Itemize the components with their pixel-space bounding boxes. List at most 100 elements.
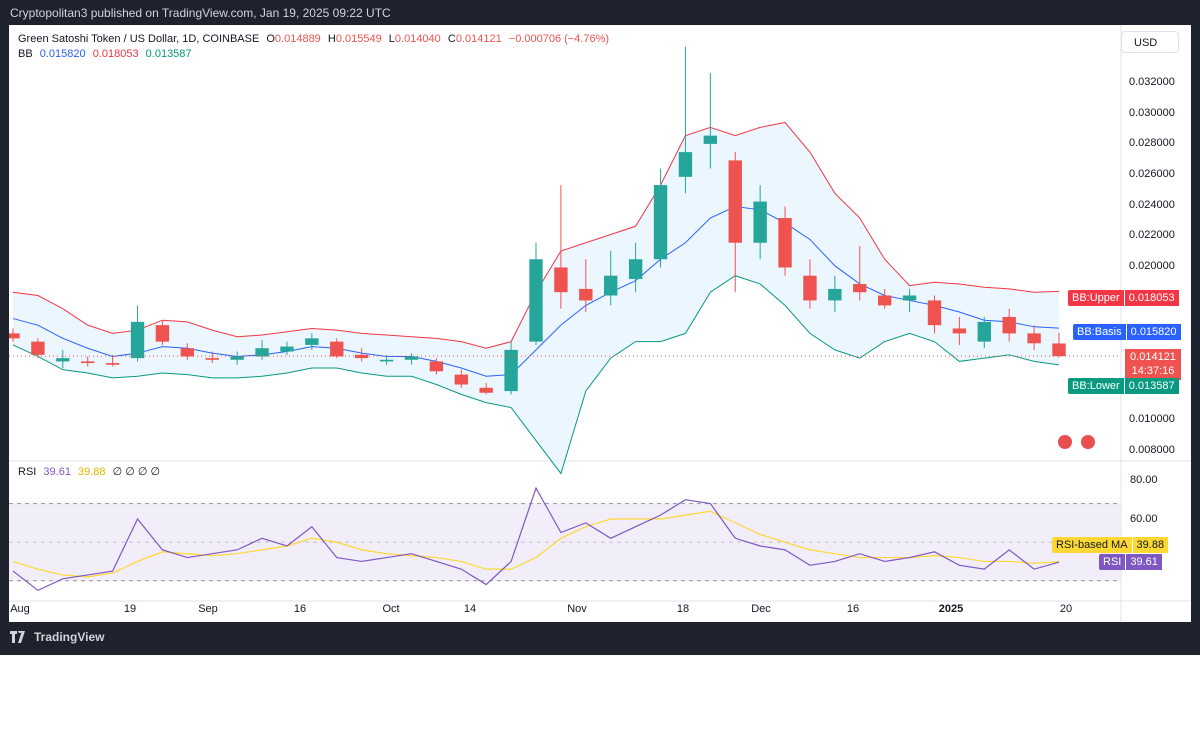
candle-body xyxy=(778,218,792,268)
candle-body xyxy=(504,349,518,392)
bar-countdown: 14:37:16 xyxy=(1131,365,1175,377)
tradingview-brand[interactable]: TradingView xyxy=(10,630,104,644)
rsi-pane xyxy=(9,486,1121,592)
candle-body xyxy=(1052,343,1066,357)
rsi-ma-line xyxy=(12,510,1060,578)
time-tick: Oct xyxy=(382,603,400,615)
rsi-legend[interactable]: RSI 39.61 39.88 ∅ ∅ ∅ ∅ xyxy=(18,465,160,478)
bb-basis-tag-label: BB:Basis xyxy=(1073,324,1126,340)
candle-body xyxy=(678,152,693,177)
rsi-label: RSI xyxy=(18,466,37,478)
rsi-band-fill xyxy=(9,503,1121,581)
bb-lower-tag: BB:Lower 0.013587 xyxy=(1068,378,1179,394)
chart-panel[interactable] xyxy=(9,25,1191,622)
close-label: C xyxy=(447,33,456,45)
candle-body xyxy=(604,275,618,296)
rsi-ma-tag: RSI-based MA 39.88 xyxy=(1052,537,1169,553)
candle-body xyxy=(130,321,145,359)
candle-body xyxy=(280,346,294,352)
candle-body xyxy=(379,359,394,362)
last-price-tag: 0.014121 14:37:16 xyxy=(1125,349,1181,380)
candle-body xyxy=(479,387,493,393)
currency-button[interactable]: USD xyxy=(1121,31,1179,53)
symbol-legend: Green Satoshi Token / US Dollar, 1D, COI… xyxy=(18,33,609,45)
publisher-line: Cryptopolitan3 published on TradingView.… xyxy=(10,6,391,20)
candle-body xyxy=(56,358,70,362)
time-tick: Aug xyxy=(10,603,30,615)
rsi-ma-tag-label: RSI-based MA xyxy=(1052,537,1132,553)
candles xyxy=(9,46,1121,395)
high-label: H xyxy=(327,33,336,45)
candle-body xyxy=(728,160,742,243)
open-value: 0.014889 xyxy=(274,33,321,45)
time-tick: 20 xyxy=(1059,603,1073,615)
us-flag-icon[interactable] xyxy=(1056,433,1074,451)
candle-body xyxy=(877,295,892,306)
candle-body xyxy=(230,356,244,360)
bb-lower-line xyxy=(12,275,1060,475)
price-tick: 0.030000 xyxy=(1129,107,1175,119)
candle-body xyxy=(1002,316,1016,334)
candle-body xyxy=(803,275,817,301)
candle-body xyxy=(952,328,967,334)
brand-text: TradingView xyxy=(34,630,105,644)
candle-body xyxy=(404,356,419,360)
symbol-name[interactable]: Green Satoshi Token / US Dollar, 1D, COI… xyxy=(18,33,260,45)
rsi-tick: 60.00 xyxy=(1130,513,1158,525)
candle-body xyxy=(31,341,45,355)
low-label: L xyxy=(388,33,395,45)
candle-body xyxy=(180,348,195,357)
candle-body xyxy=(305,338,319,345)
candle-body xyxy=(579,288,593,301)
bb-basis-tag-value: 0.015820 xyxy=(1126,324,1181,340)
low-value: 0.014040 xyxy=(394,33,441,45)
time-tick: 18 xyxy=(676,603,690,615)
bb-upper-tag-label: BB:Upper xyxy=(1068,290,1124,306)
price-tick: 0.026000 xyxy=(1129,168,1175,180)
candle-body xyxy=(81,361,95,364)
rsi-tag-label: RSI xyxy=(1099,554,1126,570)
close-value: 0.014121 xyxy=(455,33,502,45)
bb-label: BB xyxy=(18,48,33,60)
chart-canvas[interactable] xyxy=(9,25,1191,622)
time-tick: 16 xyxy=(846,603,860,615)
high-value: 0.015549 xyxy=(335,33,382,45)
candle-body xyxy=(454,374,468,385)
bb-basis-tag: BB:Basis 0.015820 xyxy=(1073,324,1181,340)
rsi-line xyxy=(12,486,1060,592)
bb-lower-tag-label: BB:Lower xyxy=(1068,378,1124,394)
price-tick: 0.022000 xyxy=(1129,229,1175,241)
time-tick: Nov xyxy=(567,603,587,615)
rsi-tick: 80.00 xyxy=(1130,474,1158,486)
candle-body xyxy=(703,135,718,144)
candle-body xyxy=(628,259,643,280)
time-tick: 2025 xyxy=(938,603,964,615)
rsi-tag: RSI 39.61 xyxy=(1099,554,1162,570)
rsi-tag-value: 39.61 xyxy=(1126,554,1162,570)
candle-body xyxy=(155,325,170,342)
time-tick: Dec xyxy=(751,603,771,615)
us-flag-icon[interactable] xyxy=(1079,433,1097,451)
candle-body xyxy=(554,267,568,293)
time-tick: 14 xyxy=(463,603,477,615)
time-tick: Sep xyxy=(198,603,218,615)
candle-body xyxy=(927,300,942,326)
candle-body xyxy=(255,348,269,357)
price-tick: 0.028000 xyxy=(1129,137,1175,149)
rsi-ma-value: 39.88 xyxy=(78,466,106,478)
candle-body xyxy=(753,201,767,243)
bb-lower-tag-value: 0.013587 xyxy=(1124,378,1179,394)
bb-legend[interactable]: BB 0.015820 0.018053 0.013587 xyxy=(18,48,192,60)
change-value: −0.000706 (−4.76%) xyxy=(508,33,610,45)
rsi-extras: ∅ ∅ ∅ ∅ xyxy=(112,466,161,478)
time-tick: 19 xyxy=(123,603,137,615)
tradingview-logo-icon xyxy=(10,631,25,643)
candle-body xyxy=(105,363,120,365)
candle-body xyxy=(828,288,842,301)
rsi-ma-tag-value: 39.88 xyxy=(1132,537,1169,553)
rsi-value: 39.61 xyxy=(43,466,71,478)
candle-body xyxy=(1027,333,1041,344)
bb-upper-tag-value: 0.018053 xyxy=(1124,290,1179,306)
candle-body xyxy=(977,321,991,342)
price-tick: 0.020000 xyxy=(1129,260,1175,272)
